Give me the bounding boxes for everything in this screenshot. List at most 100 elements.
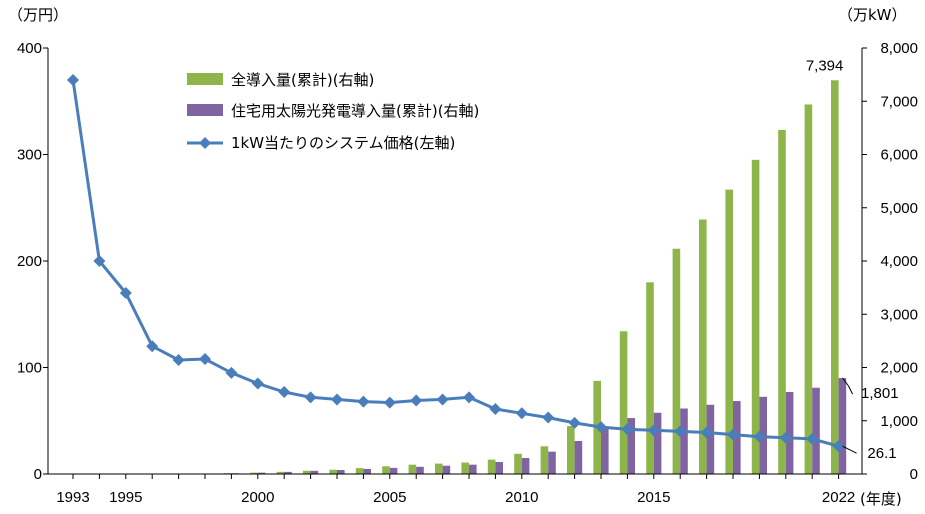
bar-total-2019	[751, 159, 760, 474]
price-marker-2010	[515, 407, 528, 420]
price-marker-2022	[832, 440, 845, 453]
bar-residential-2015	[653, 412, 662, 474]
price-marker-2000	[251, 377, 264, 390]
price-marker-2008	[463, 391, 475, 404]
annotations: 7,394 1,801 26.1	[806, 57, 899, 462]
price-marker-1999	[225, 366, 238, 379]
price-marker-2009	[489, 403, 502, 416]
price-marker-2018	[727, 428, 739, 441]
price-line	[67, 73, 845, 453]
bar-total-2018	[725, 189, 733, 474]
bar-residential-2000	[257, 472, 266, 474]
x-tick-label-1993: 1993	[56, 489, 89, 506]
left-tick-label: 200	[17, 253, 42, 270]
left-tick-label: 100	[17, 360, 42, 377]
right-axis-unit: （万kW）	[838, 6, 907, 24]
right-tick-label: 7,000	[880, 93, 918, 110]
price-marker-1994	[93, 255, 106, 267]
price-marker-2003	[331, 393, 343, 406]
bar-residential-2017	[706, 404, 715, 474]
price-marker-2012	[568, 416, 581, 429]
leader-residential	[842, 377, 854, 395]
bar-residential-2004	[363, 468, 371, 474]
bar-total-2009	[487, 459, 496, 474]
price-marker-2021	[806, 432, 819, 445]
price-marker-2001	[278, 385, 291, 398]
price-marker-1998	[199, 352, 211, 365]
legend-label-residential: 住宅用太陽光発電導入量(累計)(右軸)	[231, 102, 479, 120]
bar-total-2002	[303, 470, 311, 474]
bar-residential-2013	[601, 428, 609, 474]
price-marker-1996	[146, 340, 159, 353]
label-residential-2022: 1,801	[861, 385, 899, 402]
price-marker-1995	[119, 286, 132, 299]
bar-residential-2016	[680, 408, 688, 474]
bar-total-2016	[672, 248, 681, 474]
legend-swatch-residential	[187, 104, 223, 116]
price-marker-2020	[779, 431, 792, 444]
price-marker-2002	[304, 391, 317, 404]
price-marker-2016	[674, 425, 687, 438]
legend-label-price: 1kW当たりのシステム価格(左軸)	[231, 134, 455, 152]
x-tick-label-2015: 2015	[637, 489, 670, 506]
legend: 全導入量(累計)(右軸) 住宅用太陽光発電導入量(累計)(右軸) 1kW当たりのシス…	[187, 71, 479, 152]
price-marker-1997	[172, 354, 185, 367]
price-marker-2004	[357, 395, 370, 408]
right-tick-label: 5,000	[880, 200, 918, 217]
bar-total-2010	[514, 453, 522, 474]
bar-total-2020	[778, 130, 786, 474]
x-tick-label-2010: 2010	[505, 489, 538, 506]
bar-residential-2022	[838, 378, 847, 474]
bar-residential-2005	[389, 467, 398, 474]
right-tick-label: 0	[910, 466, 918, 483]
legend-swatch-total	[187, 73, 223, 85]
legend-label-total: 全導入量(累計)(右軸)	[231, 71, 374, 89]
bar-total-2011	[540, 446, 549, 474]
bar-residential-2014	[627, 418, 635, 474]
bar-residential-2018	[733, 401, 741, 474]
bar-total-2001	[276, 471, 285, 474]
bar-total-2006	[408, 464, 417, 474]
price-marker-2007	[436, 393, 449, 406]
right-tick-label: 3,000	[880, 306, 918, 323]
x-tick-label-1995: 1995	[109, 489, 142, 506]
price-marker-2019	[753, 430, 766, 443]
right-tick-label: 6,000	[880, 147, 918, 164]
bar-residential-2011	[548, 451, 556, 474]
bar-residential-2002	[310, 470, 319, 474]
bar-total-2007	[435, 463, 443, 474]
left-tick-label: 400	[17, 40, 42, 57]
bar-residential-2012	[574, 440, 583, 474]
left-tick-label: 0	[34, 466, 42, 483]
bar-total-2014	[619, 331, 628, 474]
bar-total-2022	[831, 80, 839, 474]
price-marker-1993	[67, 73, 79, 86]
bar-residential-2006	[416, 466, 424, 474]
bar-residential-2021	[812, 387, 820, 474]
price-marker-2005	[383, 396, 396, 409]
price-line-path	[71, 79, 839, 448]
price-marker-2015	[647, 424, 660, 437]
bar-total-2005	[382, 466, 390, 474]
x-tick-label-2005: 2005	[373, 489, 406, 506]
bar-total-2004	[355, 468, 364, 474]
legend-marker-price	[199, 137, 211, 149]
bar-total-2015	[646, 282, 654, 474]
price-marker-2017	[700, 426, 713, 439]
bar-total-2003	[329, 469, 337, 474]
price-marker-2013	[595, 421, 607, 434]
label-price-2022: 26.1	[867, 445, 896, 462]
x-axis-unit: (年度)	[860, 490, 902, 508]
bar-total-2021	[804, 104, 813, 474]
leader-price	[842, 445, 857, 454]
left-axis-unit: （万円）	[8, 6, 68, 24]
bar-residential-2010	[521, 458, 530, 474]
right-tick-label: 4,000	[880, 253, 918, 270]
bar-total-2008	[461, 462, 469, 474]
label-total-2022: 7,394	[806, 57, 844, 74]
price-marker-2011	[542, 411, 555, 424]
bar-residential-2020	[785, 391, 794, 474]
bar-residential-2008	[469, 464, 477, 474]
right-tick-label: 2,000	[880, 360, 918, 377]
